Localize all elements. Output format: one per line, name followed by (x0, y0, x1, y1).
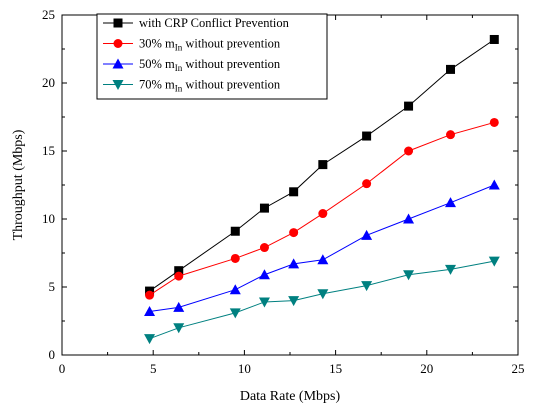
data-point (318, 160, 328, 170)
x-axis-title: Data Rate (Mbps) (240, 389, 341, 404)
series-line (149, 121, 495, 296)
legend-label: 30% mIn without prevention (139, 37, 281, 53)
data-point (404, 146, 414, 156)
data-point (362, 131, 372, 141)
series-3 (144, 179, 500, 316)
data-point (289, 228, 299, 238)
legend-item-2: 30% mIn without prevention (103, 37, 281, 53)
y-axis-title: Throughput (Mbps) (11, 129, 26, 240)
x-tick-label: 0 (59, 361, 66, 376)
series-line (149, 184, 495, 312)
data-point (229, 284, 241, 295)
data-point (317, 254, 329, 265)
x-axis: 0 5 10 15 20 25 (59, 15, 525, 376)
data-point (259, 243, 269, 253)
data-point (145, 290, 155, 300)
legend-label: 50% mIn without prevention (139, 57, 281, 73)
legend-marker (113, 18, 123, 28)
x-tick-label: 20 (420, 361, 433, 376)
x-tick-label: 15 (329, 361, 342, 376)
data-point (173, 301, 185, 312)
data-point (288, 258, 300, 269)
legend-marker (113, 39, 123, 48)
legend-item-4: 70% mIn without prevention (103, 78, 281, 94)
y-axis: 0 5 10 15 20 25 (42, 7, 518, 362)
data-point (288, 296, 300, 307)
data-point (403, 213, 415, 224)
x-tick-label: 5 (150, 361, 157, 376)
data-point (259, 203, 269, 213)
data-point (229, 308, 241, 319)
legend-marker (112, 58, 124, 69)
data-point (403, 270, 415, 281)
data-point (361, 229, 373, 240)
data-point (361, 281, 373, 292)
data-point (489, 34, 499, 44)
data-point (174, 271, 184, 281)
legend-item-3: 50% mIn without prevention (103, 57, 281, 73)
data-point (230, 253, 240, 263)
series-line (149, 260, 495, 340)
y-tick-label: 15 (42, 143, 55, 158)
data-point (230, 226, 240, 236)
data-point (144, 334, 156, 345)
legend-box (96, 13, 328, 100)
data-point (446, 64, 456, 74)
data-point (488, 256, 500, 267)
data-point (258, 269, 270, 280)
data-point (174, 266, 184, 276)
series-4 (144, 256, 500, 345)
data-point (318, 209, 328, 219)
data-point (445, 197, 457, 208)
y-tick-label: 5 (49, 279, 56, 294)
data-point (445, 264, 457, 275)
y-tick-label: 25 (42, 7, 55, 22)
legend-label: 70% mIn without prevention (139, 78, 281, 94)
series-line (149, 39, 495, 292)
x-tick-label: 25 (512, 361, 525, 376)
series-layer (144, 34, 500, 345)
data-point (258, 297, 270, 308)
legend-item-1: with CRP Conflict Prevention (103, 16, 290, 30)
data-point (489, 117, 499, 127)
data-point (488, 179, 500, 190)
data-point (362, 179, 372, 189)
data-point (446, 130, 456, 140)
y-tick-label: 10 (42, 211, 55, 226)
y-tick-label: 20 (42, 75, 55, 90)
series-2 (145, 117, 499, 300)
data-point (404, 101, 414, 111)
data-point (317, 289, 329, 300)
legend: with CRP Conflict Prevention 30% mIn with… (96, 13, 328, 100)
data-point (144, 305, 156, 316)
legend-label: with CRP Conflict Prevention (139, 16, 290, 30)
data-point (173, 323, 185, 334)
data-point (289, 187, 299, 197)
y-tick-label: 0 (49, 347, 56, 362)
x-tick-label: 10 (238, 361, 251, 376)
legend-marker (112, 80, 124, 90)
